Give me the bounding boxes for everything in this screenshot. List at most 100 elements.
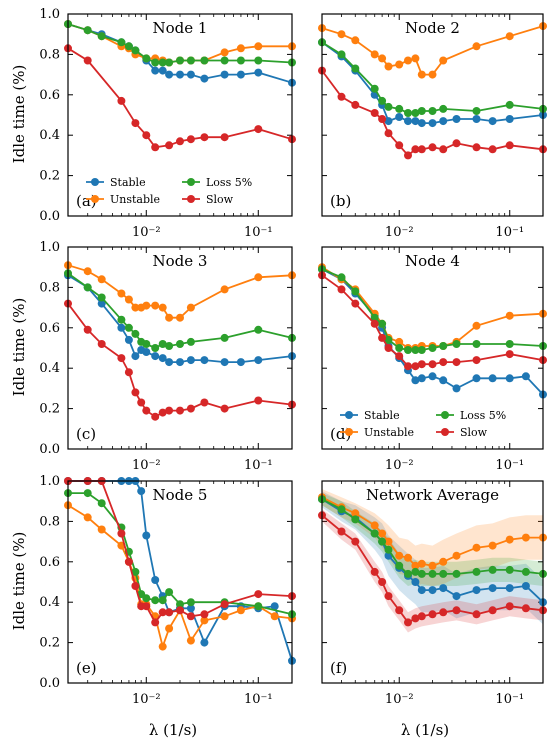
panel-6: 10⁻² 10⁻¹ Network Average (f) xyxy=(318,480,547,707)
data-point-loss-5- xyxy=(411,567,420,576)
data-point-slow xyxy=(428,143,437,152)
data-point-loss-5- xyxy=(97,499,106,508)
y-tick-label: 0.2 xyxy=(39,636,60,651)
data-point-loss-5- xyxy=(439,104,448,113)
data-point-loss-5- xyxy=(158,340,167,348)
data-point-loss-5- xyxy=(124,42,133,51)
data-point-stable xyxy=(117,323,126,332)
data-point-unstable xyxy=(220,48,229,57)
data-point-slow xyxy=(488,145,497,154)
data-point-slow xyxy=(186,135,195,144)
data-point-loss-5- xyxy=(142,54,151,63)
data-point-loss-5- xyxy=(505,565,514,574)
data-point-slow xyxy=(220,404,229,413)
data-point-slow xyxy=(165,406,174,415)
legend-marker-slow xyxy=(187,195,195,203)
data-point-slow xyxy=(417,360,426,369)
data-point-stable xyxy=(176,70,184,79)
data-point-loss-5- xyxy=(351,64,360,73)
data-point-slow xyxy=(384,129,393,138)
data-point-stable xyxy=(165,358,174,367)
data-point-slow xyxy=(439,358,448,367)
data-point-unstable xyxy=(472,321,481,330)
data-point-slow xyxy=(395,352,404,361)
data-point-slow xyxy=(452,358,461,367)
data-point-slow xyxy=(131,388,140,397)
panel-1: 0.0 0.2 0.4 0.6 0.8 1.0 10⁻² 10⁻¹ Node 1 (a) Stabl… xyxy=(39,7,296,240)
data-point-slow xyxy=(254,125,263,134)
data-point-unstable xyxy=(186,636,195,645)
data-point-stable xyxy=(97,299,106,308)
data-point-unstable xyxy=(472,543,481,552)
data-point-unstable xyxy=(165,624,174,633)
data-point-slow xyxy=(505,141,514,150)
data-point-loss-5- xyxy=(378,96,387,105)
panel-label: (e) xyxy=(76,659,97,677)
data-point-unstable xyxy=(417,70,426,79)
data-point-unstable xyxy=(124,295,133,304)
data-point-unstable xyxy=(351,509,360,518)
data-point-slow xyxy=(200,398,209,407)
data-point-unstable xyxy=(411,54,420,63)
data-point-loss-5- xyxy=(351,515,360,524)
data-point-slow xyxy=(378,333,387,342)
data-point-unstable xyxy=(384,537,393,546)
data-point-stable xyxy=(151,576,160,584)
data-point-stable xyxy=(521,372,530,381)
data-point-loss-5- xyxy=(186,56,195,65)
data-point-loss-5- xyxy=(165,588,174,597)
data-point-stable xyxy=(165,70,174,79)
data-point-stable xyxy=(439,117,448,126)
y-tick-label: 0.0 xyxy=(39,209,60,224)
data-point-stable xyxy=(488,584,497,593)
data-point-loss-5- xyxy=(165,58,174,67)
data-point-loss-5- xyxy=(439,569,448,578)
panel-label: (b) xyxy=(330,192,351,210)
panel-title: Node 3 xyxy=(153,252,208,270)
x-tick-label: 10⁻² xyxy=(132,458,161,473)
data-point-unstable xyxy=(417,559,426,568)
y-axis-label-row3: Idle time (%) xyxy=(10,532,28,631)
panel-label: (f) xyxy=(330,659,347,677)
data-point-stable xyxy=(488,374,497,383)
y-tick-label: 0.2 xyxy=(39,402,60,417)
data-point-slow xyxy=(131,119,140,128)
data-point-loss-5- xyxy=(472,567,481,576)
data-point-slow xyxy=(142,131,151,140)
data-point-loss-5- xyxy=(384,102,393,111)
data-point-loss-5- xyxy=(384,545,393,554)
data-point-stable xyxy=(384,117,393,126)
data-point-loss-5- xyxy=(472,107,481,115)
data-point-slow xyxy=(505,350,514,359)
legend-marker-unstable xyxy=(345,428,353,436)
data-point-slow xyxy=(165,141,174,150)
data-point-loss-5- xyxy=(452,569,461,578)
data-point-stable xyxy=(254,68,263,77)
legend-label-stable: Stable xyxy=(364,409,400,422)
data-point-loss-5- xyxy=(505,100,514,109)
data-point-unstable xyxy=(395,551,404,560)
data-point-slow xyxy=(117,96,126,105)
data-point-stable xyxy=(472,586,481,595)
data-point-slow xyxy=(337,527,346,536)
x-tick-label: 10⁻¹ xyxy=(495,692,524,707)
data-point-unstable xyxy=(254,42,263,51)
data-point-slow xyxy=(472,356,481,365)
data-point-slow xyxy=(151,412,160,421)
data-point-unstable xyxy=(428,561,437,570)
data-point-unstable xyxy=(439,56,448,65)
x-tick-label: 10⁻² xyxy=(132,692,161,707)
data-point-stable xyxy=(186,356,195,365)
plot-frame xyxy=(321,480,544,684)
data-point-slow xyxy=(124,368,133,377)
data-point-stable xyxy=(151,66,160,75)
data-point-slow xyxy=(117,529,126,538)
legend-marker-slow xyxy=(441,428,449,436)
data-point-slow xyxy=(417,145,426,154)
legend-marker-loss-5- xyxy=(187,178,195,186)
data-point-slow xyxy=(488,606,497,615)
data-point-loss-5- xyxy=(165,342,174,350)
data-point-loss-5- xyxy=(417,107,426,115)
data-point-loss-5- xyxy=(151,58,160,67)
data-point-loss-5- xyxy=(452,340,461,348)
